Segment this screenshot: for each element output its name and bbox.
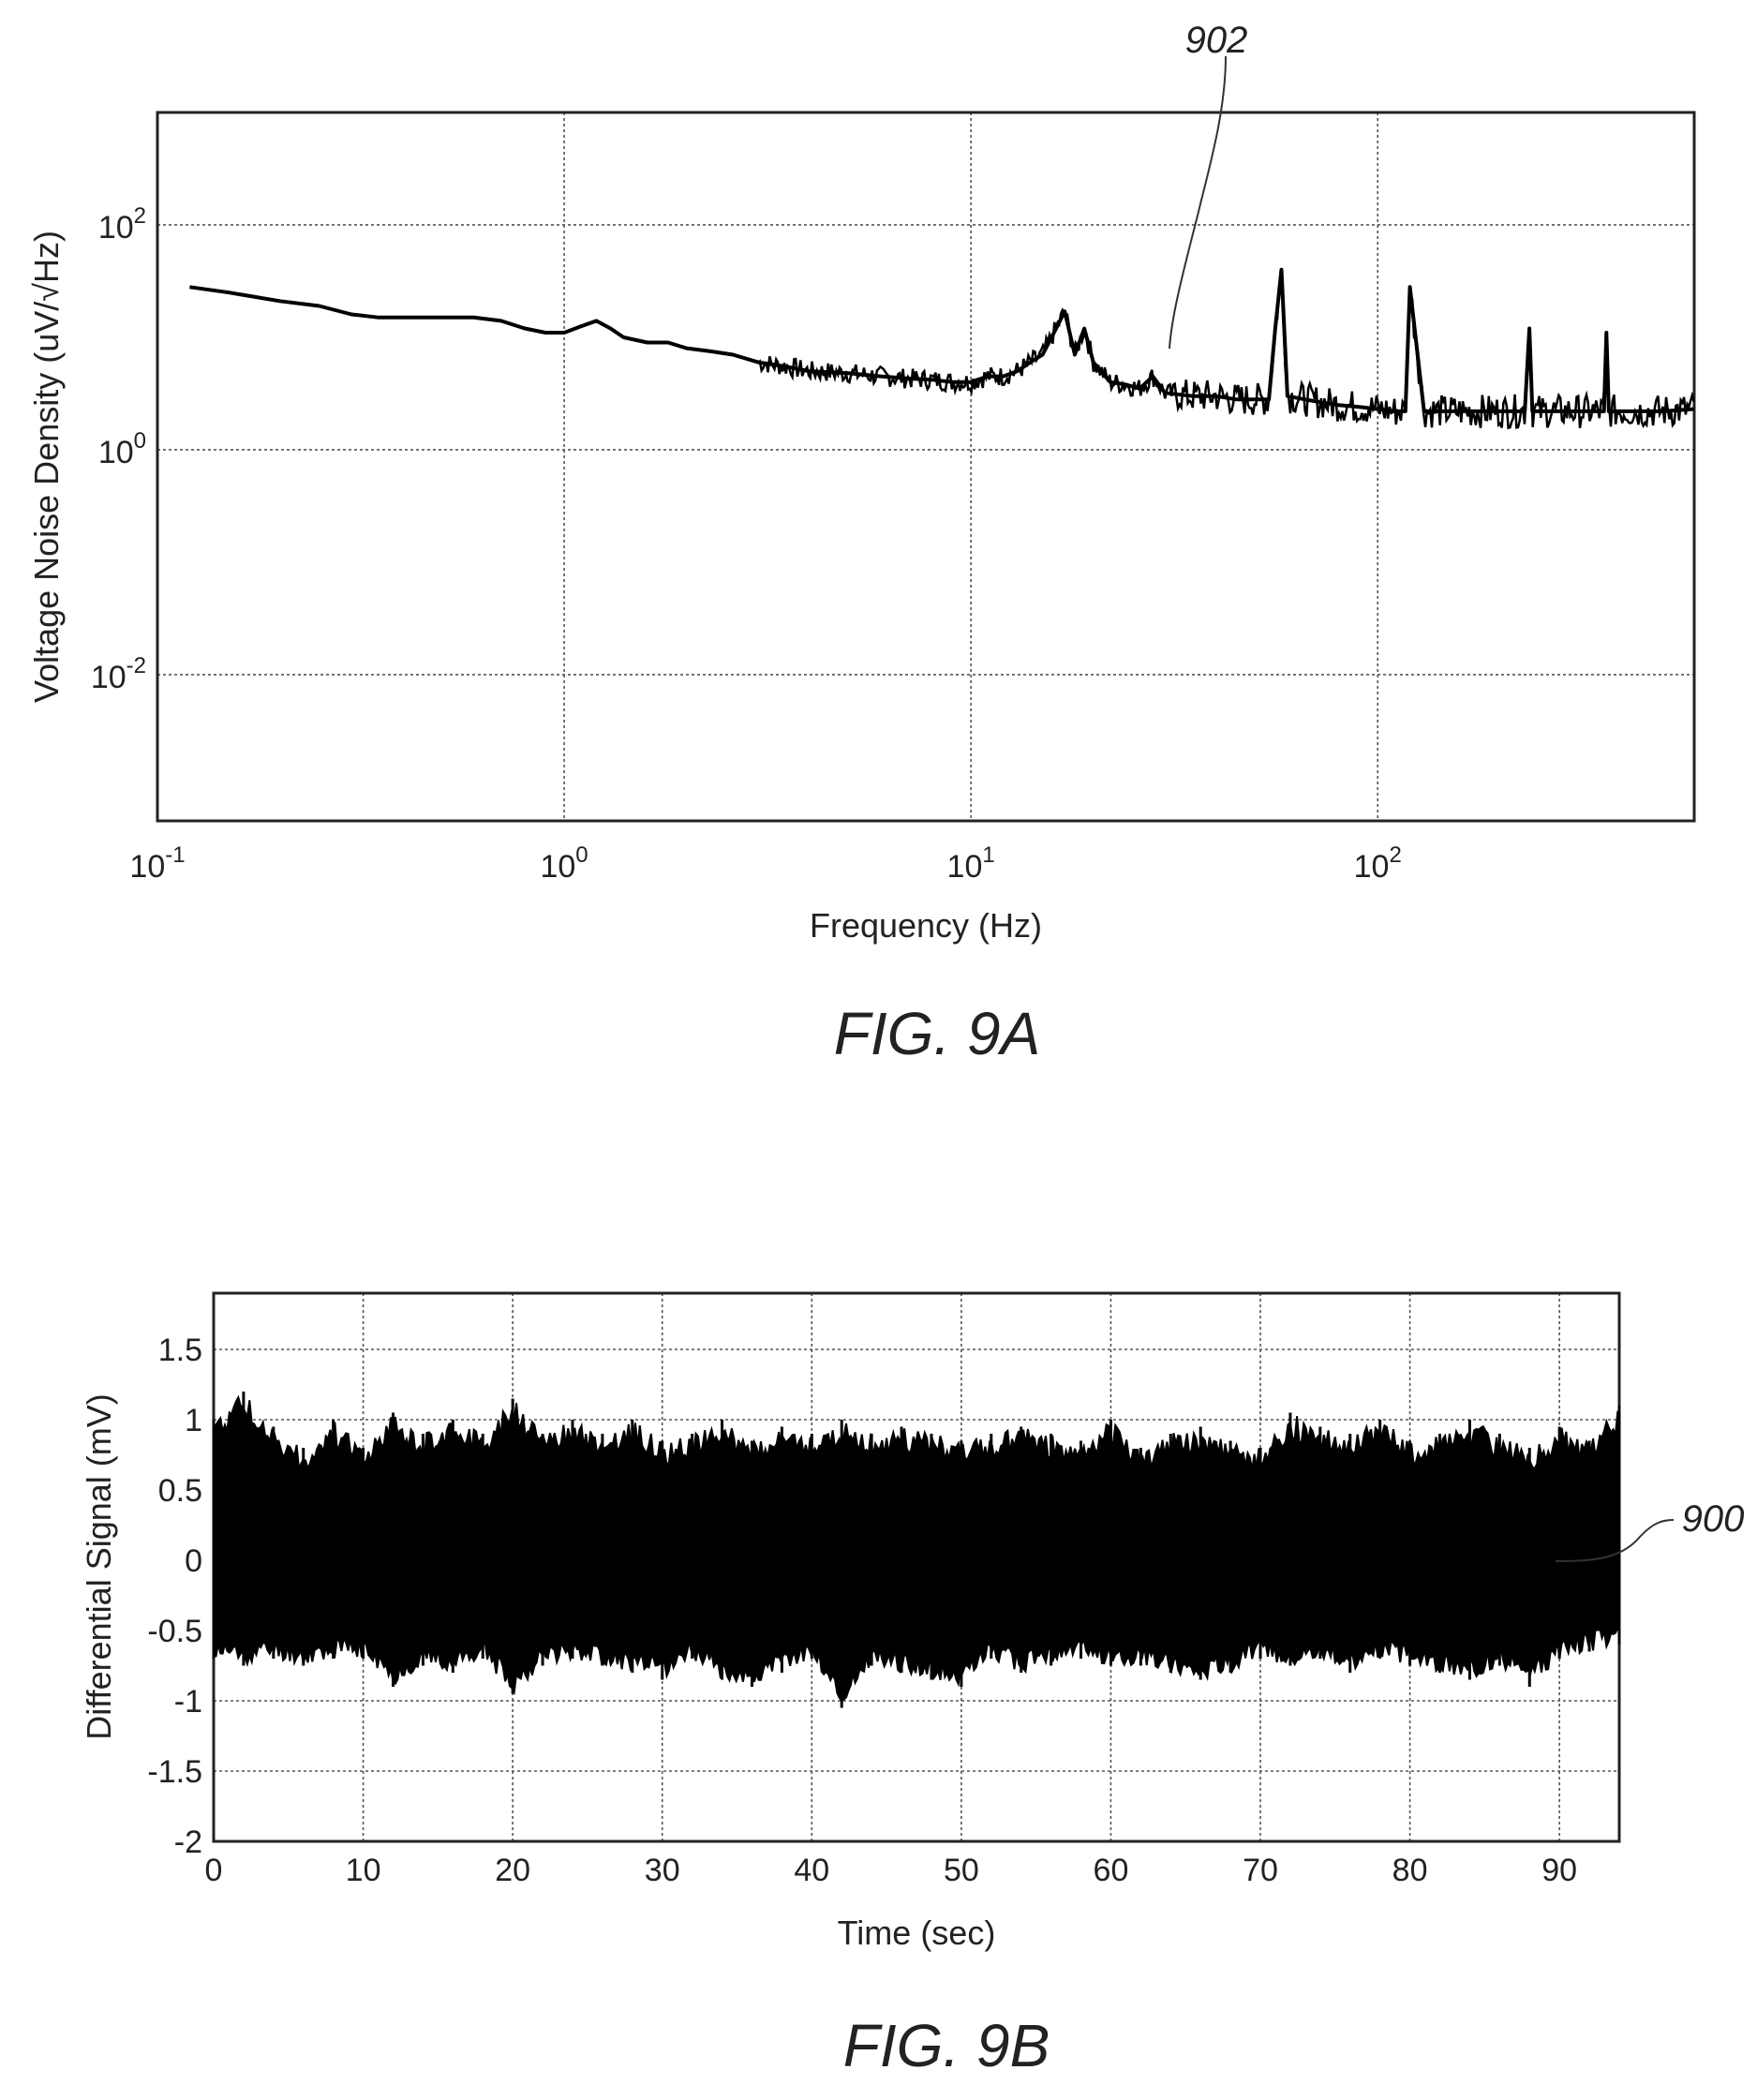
chart-9a-series bbox=[189, 267, 1695, 430]
chart-9b-x-tick-label: 70 bbox=[1243, 1853, 1278, 1888]
chart-9b-y-tick-label: -2 bbox=[174, 1824, 202, 1860]
chart-9b-y-tick-label: 0 bbox=[185, 1543, 202, 1579]
chart-9b-y-tick-label: -1.5 bbox=[147, 1754, 202, 1790]
chart-9a-reference-leader-line bbox=[1169, 55, 1227, 350]
chart-9b-reference-leader-line bbox=[1555, 1519, 1675, 1562]
chart-9b-y-tick-label: -0.5 bbox=[147, 1614, 202, 1649]
chart-9b-x-tick-label: 0 bbox=[205, 1853, 223, 1888]
chart-9a-y-tick-labels: 102 100 10-2 bbox=[91, 203, 146, 695]
chart-9b-x-tick-label: 10 bbox=[346, 1853, 381, 1888]
chart-9a-y-tick-label: 100 bbox=[98, 428, 146, 470]
chart-9a-x-tick-label: 101 bbox=[947, 842, 995, 885]
chart-9a-y-tick-label: 102 bbox=[98, 203, 146, 246]
chart-9b-x-tick-label: 30 bbox=[645, 1853, 680, 1888]
chart-9b-y-tick-label: 0.5 bbox=[158, 1473, 202, 1509]
chart-9b-x-tick-label: 60 bbox=[1094, 1853, 1129, 1888]
chart-9a-x-tick-label: 10-1 bbox=[129, 842, 185, 885]
chart-9a-series-noise bbox=[757, 273, 1695, 430]
chart-9a-caption: FIG. 9A bbox=[834, 1000, 1041, 1067]
chart-9a-x-tick-label: 100 bbox=[540, 842, 588, 885]
chart-9a-reference-label: 902 bbox=[1185, 20, 1248, 61]
chart-9b-y-tick-label: 1.5 bbox=[158, 1333, 202, 1368]
chart-9b-x-tick-labels: 0 10 20 30 40 50 60 70 80 90 bbox=[205, 1853, 1578, 1888]
chart-9b-x-tick-label: 80 bbox=[1392, 1853, 1428, 1888]
chart-9a-y-axis-label: Voltage Noise Density (uV/√Hz) bbox=[27, 231, 66, 703]
chart-9a-y-tick-label: 10-2 bbox=[91, 653, 146, 695]
chart-9b-x-tick-label: 20 bbox=[495, 1853, 530, 1888]
chart-9b-caption: FIG. 9B bbox=[843, 2012, 1050, 2079]
chart-9b-series bbox=[212, 1392, 1621, 1708]
chart-9a-x-tick-label: 102 bbox=[1354, 842, 1402, 885]
chart-9b-series-signal bbox=[213, 1394, 1619, 1703]
chart-9a-gridlines bbox=[156, 112, 1694, 821]
chart-9a-x-axis-label: Frequency (Hz) bbox=[810, 906, 1042, 945]
chart-9b-x-axis-label: Time (sec) bbox=[838, 1914, 996, 1952]
chart-9b-y-tick-label: -1 bbox=[174, 1684, 202, 1720]
chart-9b-y-tick-labels: 1.5 1 0.5 0 -0.5 -1 -1.5 -2 bbox=[147, 1333, 202, 1860]
chart-9a-plot-frame bbox=[156, 111, 1696, 823]
chart-9b-x-tick-label: 90 bbox=[1541, 1853, 1577, 1888]
chart-9b: 0 10 20 30 40 50 60 70 80 90 1.5 1 0.5 0 -0.5 -1 -1.5 -2… bbox=[80, 1291, 1745, 2079]
chart-9a-x-tick-labels: 10-1 100 101 102 bbox=[129, 842, 1401, 885]
chart-9b-x-tick-label: 50 bbox=[944, 1853, 979, 1888]
chart-9b-reference-label: 900 bbox=[1682, 1498, 1745, 1540]
chart-9b-y-tick-label: 1 bbox=[185, 1403, 202, 1438]
chart-9b-y-axis-label: Differential Signal (mV) bbox=[80, 1393, 118, 1739]
chart-9b-x-tick-label: 40 bbox=[794, 1853, 829, 1888]
